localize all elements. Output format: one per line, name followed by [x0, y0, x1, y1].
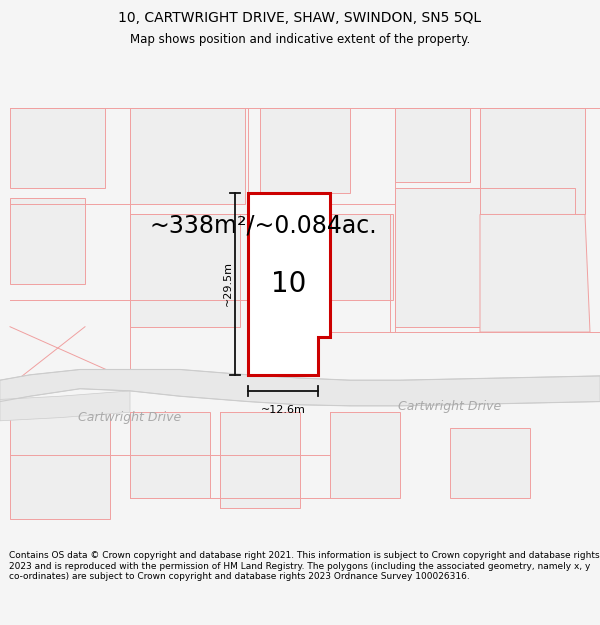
- Bar: [395, 107, 470, 182]
- Polygon shape: [0, 369, 600, 406]
- Bar: [480, 107, 585, 214]
- Bar: [450, 428, 530, 498]
- Polygon shape: [0, 391, 130, 421]
- Text: 10, CARTWRIGHT DRIVE, SHAW, SWINDON, SN5 5QL: 10, CARTWRIGHT DRIVE, SHAW, SWINDON, SN5…: [118, 11, 482, 25]
- Bar: [330, 412, 400, 498]
- Text: Contains OS data © Crown copyright and database right 2021. This information is : Contains OS data © Crown copyright and d…: [9, 551, 599, 581]
- Bar: [10, 412, 110, 519]
- Text: 10: 10: [271, 270, 307, 298]
- Polygon shape: [480, 214, 590, 332]
- Text: Map shows position and indicative extent of the property.: Map shows position and indicative extent…: [130, 33, 470, 46]
- Text: ~29.5m: ~29.5m: [223, 261, 233, 306]
- Text: Cartwright Drive: Cartwright Drive: [398, 401, 502, 413]
- Bar: [130, 214, 240, 327]
- Bar: [10, 107, 105, 188]
- Text: ~338m²/~0.084ac.: ~338m²/~0.084ac.: [150, 213, 377, 237]
- Bar: [260, 107, 350, 193]
- Text: Cartwright Drive: Cartwright Drive: [79, 411, 182, 424]
- Text: ~12.6m: ~12.6m: [260, 405, 305, 415]
- Bar: [130, 107, 245, 204]
- Bar: [220, 412, 300, 509]
- Bar: [10, 198, 85, 284]
- Bar: [130, 412, 210, 498]
- Bar: [248, 214, 393, 300]
- Polygon shape: [248, 193, 330, 375]
- Bar: [395, 188, 575, 327]
